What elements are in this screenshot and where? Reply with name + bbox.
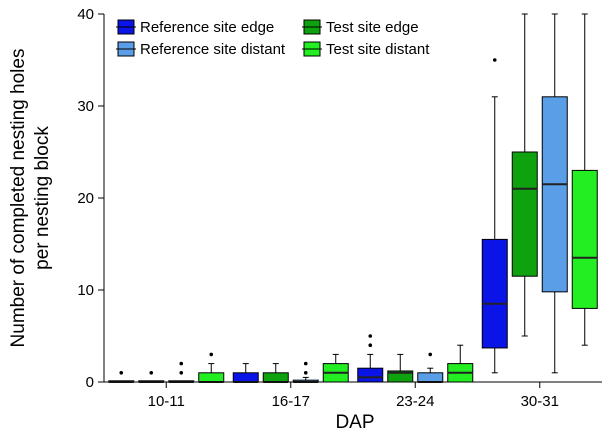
legend: Reference site edge Test site edge Referen… xyxy=(116,19,430,58)
box-outlier-point xyxy=(179,371,184,375)
box-outlier-point xyxy=(179,361,184,366)
y-tick-label: 10 xyxy=(77,282,94,299)
legend-label: Reference site edge xyxy=(140,19,274,36)
box-iqr xyxy=(262,372,289,383)
y-tick-label: 20 xyxy=(77,190,94,207)
x-tick-label: 10-11 xyxy=(148,393,185,410)
y-tick-label: 0 xyxy=(86,374,94,391)
box-iqr xyxy=(541,96,568,293)
y-tick-label: 40 xyxy=(77,6,94,23)
box-iqr xyxy=(357,367,384,383)
plot-area xyxy=(108,13,598,383)
box-iqr xyxy=(511,151,538,277)
box-iqr xyxy=(481,238,508,349)
axes: 0 10 20 30 40 10-11 16-17 23-24 30-31 xyxy=(77,6,602,410)
box-iqr xyxy=(232,372,259,383)
box-outlier-point xyxy=(303,371,308,375)
legend-label: Reference site distant xyxy=(140,41,286,58)
box-outlier-point xyxy=(119,371,124,375)
box-outlier-point xyxy=(209,352,214,357)
legend-label: Test site distant xyxy=(326,41,430,58)
box-iqr xyxy=(198,372,225,383)
x-tick-label: 16-17 xyxy=(272,393,310,410)
box-outlier-point xyxy=(368,343,373,348)
x-axis-title: DAP xyxy=(335,412,374,433)
box-iqr xyxy=(417,372,444,383)
y-tick-label: 30 xyxy=(77,98,94,115)
y-axis-title-line-2: per nesting block xyxy=(32,126,53,270)
x-tick-label: 23-24 xyxy=(396,393,434,410)
y-axis-title-line-1: Number of completed nesting holes xyxy=(8,49,29,348)
legend-label: Test site edge xyxy=(326,19,419,36)
box-outlier-point xyxy=(368,334,373,338)
box-outlier-point xyxy=(303,361,308,366)
box-outlier-point xyxy=(492,58,497,62)
x-tick-label: 30-31 xyxy=(521,393,559,410)
box-iqr xyxy=(571,169,598,309)
box-outlier-point xyxy=(428,352,433,357)
box-outlier-point xyxy=(149,371,154,375)
